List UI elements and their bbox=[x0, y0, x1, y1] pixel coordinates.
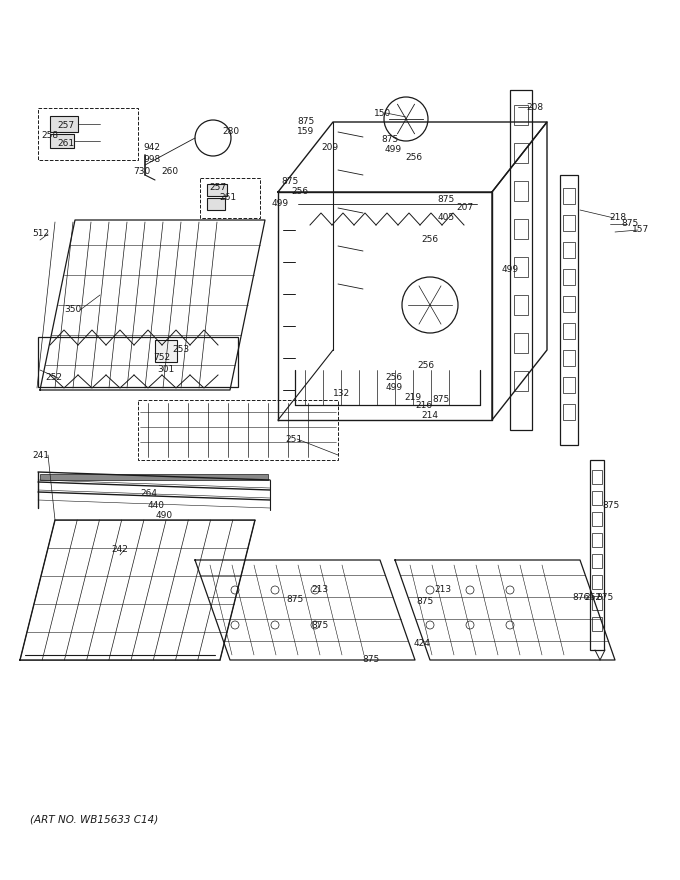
Text: 752: 752 bbox=[154, 354, 171, 363]
Bar bbox=[38, 108, 138, 160]
Text: 256: 256 bbox=[422, 236, 439, 245]
Bar bbox=[563, 215, 575, 231]
Bar bbox=[563, 269, 575, 285]
Text: 256: 256 bbox=[405, 153, 422, 163]
Bar bbox=[40, 474, 268, 480]
Bar bbox=[514, 105, 528, 125]
Text: 208: 208 bbox=[526, 104, 543, 113]
Text: 499: 499 bbox=[501, 266, 519, 275]
Text: 219: 219 bbox=[405, 392, 422, 401]
Text: (ART NO. WB15633 C14): (ART NO. WB15633 C14) bbox=[30, 815, 158, 825]
Text: 252: 252 bbox=[46, 373, 63, 383]
Bar bbox=[200, 178, 260, 218]
Bar bbox=[563, 242, 575, 258]
Text: 132: 132 bbox=[333, 390, 351, 399]
Bar bbox=[514, 295, 528, 315]
Bar bbox=[563, 350, 575, 366]
Text: 261: 261 bbox=[220, 194, 237, 202]
Bar bbox=[514, 181, 528, 201]
Text: 875: 875 bbox=[416, 598, 434, 606]
Bar bbox=[592, 491, 602, 505]
Bar bbox=[50, 134, 74, 148]
Text: 159: 159 bbox=[297, 127, 315, 136]
Text: 150: 150 bbox=[375, 108, 392, 118]
Bar bbox=[38, 337, 238, 387]
Text: 875: 875 bbox=[282, 178, 299, 187]
Text: 209: 209 bbox=[322, 143, 339, 152]
Text: 257: 257 bbox=[209, 184, 226, 193]
Bar bbox=[563, 188, 575, 204]
Bar bbox=[560, 175, 578, 445]
Text: 256: 256 bbox=[386, 373, 403, 383]
Bar bbox=[563, 296, 575, 312]
Text: 301: 301 bbox=[157, 364, 175, 373]
Bar bbox=[592, 575, 602, 589]
Text: 875: 875 bbox=[362, 656, 379, 664]
Bar bbox=[50, 116, 78, 132]
Text: 258: 258 bbox=[41, 130, 58, 140]
Bar bbox=[592, 554, 602, 568]
Bar bbox=[592, 470, 602, 484]
Text: 730: 730 bbox=[133, 167, 151, 177]
Text: 261: 261 bbox=[57, 138, 75, 148]
Text: 253: 253 bbox=[173, 346, 190, 355]
Text: 876: 876 bbox=[573, 593, 590, 603]
Text: 875: 875 bbox=[286, 596, 304, 605]
Text: 256: 256 bbox=[418, 362, 435, 370]
Text: 264: 264 bbox=[141, 489, 158, 498]
Bar bbox=[563, 377, 575, 393]
Text: 218: 218 bbox=[609, 214, 626, 223]
Text: 875: 875 bbox=[602, 501, 619, 510]
Bar bbox=[563, 404, 575, 420]
Text: 213: 213 bbox=[311, 585, 328, 595]
Bar bbox=[592, 533, 602, 547]
Bar bbox=[590, 460, 604, 650]
Text: 242: 242 bbox=[112, 546, 129, 554]
Text: 350: 350 bbox=[65, 305, 82, 314]
Text: 260: 260 bbox=[161, 167, 179, 177]
Text: 280: 280 bbox=[222, 127, 239, 136]
Text: 440: 440 bbox=[148, 501, 165, 510]
Bar bbox=[592, 617, 602, 631]
Bar bbox=[592, 596, 602, 610]
Text: 257: 257 bbox=[57, 121, 75, 130]
Bar bbox=[514, 257, 528, 277]
Text: 875: 875 bbox=[596, 593, 613, 603]
Text: 241: 241 bbox=[33, 451, 50, 459]
Text: 499: 499 bbox=[384, 144, 402, 153]
Bar bbox=[207, 198, 225, 210]
Bar bbox=[155, 340, 177, 362]
Text: 207: 207 bbox=[456, 203, 473, 212]
Text: 213: 213 bbox=[435, 585, 452, 595]
Bar bbox=[138, 400, 338, 460]
Bar bbox=[514, 219, 528, 239]
Text: 405: 405 bbox=[437, 214, 454, 223]
Text: 942: 942 bbox=[143, 143, 160, 152]
Text: 262: 262 bbox=[585, 593, 602, 603]
Text: 512: 512 bbox=[33, 230, 50, 238]
Bar bbox=[510, 90, 532, 430]
Text: 499: 499 bbox=[271, 199, 288, 208]
Bar bbox=[592, 512, 602, 526]
Text: 875: 875 bbox=[437, 195, 455, 204]
Bar bbox=[514, 371, 528, 391]
Text: 251: 251 bbox=[286, 435, 303, 444]
Text: 157: 157 bbox=[632, 225, 649, 234]
Text: 998: 998 bbox=[143, 156, 160, 165]
Text: 875: 875 bbox=[432, 395, 449, 405]
Bar bbox=[207, 184, 227, 196]
Text: 875: 875 bbox=[622, 218, 639, 228]
Bar bbox=[514, 333, 528, 353]
Text: 875: 875 bbox=[381, 136, 398, 144]
Bar bbox=[563, 323, 575, 339]
Text: 214: 214 bbox=[422, 410, 439, 420]
Text: 499: 499 bbox=[386, 384, 403, 392]
Bar bbox=[514, 143, 528, 163]
Text: 490: 490 bbox=[156, 511, 173, 520]
Text: 424: 424 bbox=[413, 640, 430, 649]
Text: 256: 256 bbox=[292, 187, 309, 196]
Text: 216: 216 bbox=[415, 401, 432, 410]
Text: 875: 875 bbox=[311, 620, 328, 629]
Text: 875: 875 bbox=[297, 118, 315, 127]
